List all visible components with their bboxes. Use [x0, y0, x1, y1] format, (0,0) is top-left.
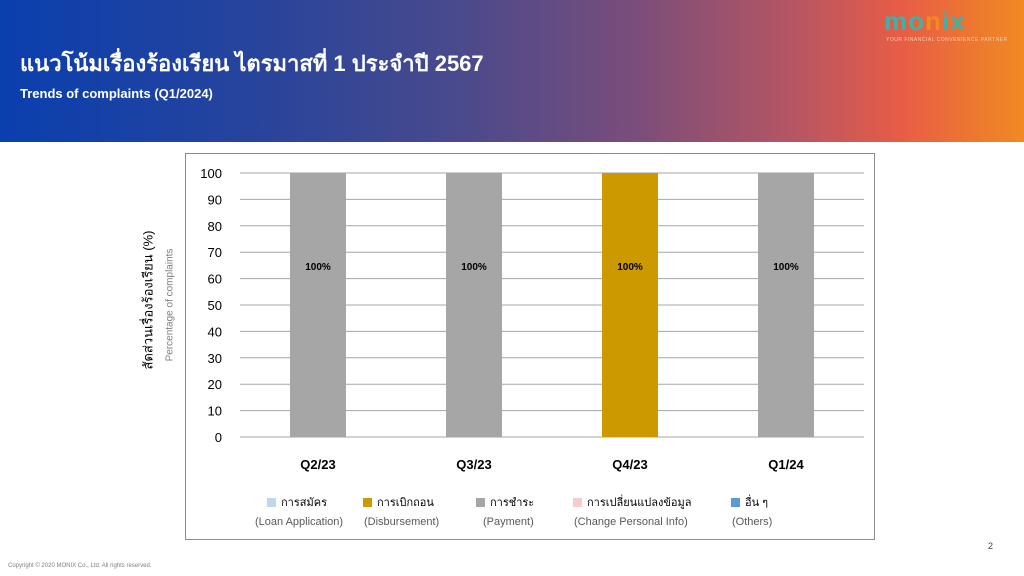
chart-frame: 0 10 20 30 40 50 60 70 80 90 100 100% Q2/23 100% Q3/23… — [185, 153, 875, 540]
legend-label: การสมัคร — [281, 497, 327, 509]
legend-label: อื่น ๆ — [745, 497, 769, 509]
y-tick-label: 60 — [208, 272, 222, 287]
page-subtitle: Trends of complaints (Q1/2024) — [20, 86, 213, 101]
x-tick-label: Q2/23 — [300, 457, 335, 472]
bar-data-label: 100% — [617, 262, 643, 273]
legend-swatch — [476, 498, 485, 507]
copyright-notice: Copyright © 2020 MONIX Co., Ltd. All rig… — [8, 563, 152, 569]
page-title: แนวโน้มเรื่องร้องเรียน ไตรมาสที่ 1 ประจำ… — [20, 51, 484, 76]
y-tick-label: 100 — [200, 166, 222, 181]
y-tick-label: 80 — [208, 219, 222, 234]
bar-data-label: 100% — [773, 262, 799, 273]
y-tick-label: 30 — [208, 351, 222, 366]
legend-swatch — [267, 498, 276, 507]
y-tick-label: 70 — [208, 245, 222, 260]
bar-chart: 0 10 20 30 40 50 60 70 80 90 100 100% Q2/23 100% Q3/23… — [200, 166, 864, 472]
logo-letter: m — [884, 6, 909, 36]
bar-data-label: 100% — [461, 262, 487, 273]
bar-segment — [446, 173, 502, 437]
y-tick-label: 20 — [208, 377, 222, 392]
logo-tagline: YOUR FINANCIAL CONVENIENCE PARTNER — [886, 37, 1008, 43]
legend-label-english: (Others) — [732, 516, 773, 528]
bar-segment — [290, 173, 346, 437]
bar-segment — [602, 173, 658, 437]
y-tick-label: 40 — [208, 324, 222, 339]
y-axis-label-english: Percentage of complaints — [164, 248, 176, 362]
x-tick-label: Q4/23 — [612, 457, 647, 472]
legend-label-english: (Disbursement) — [364, 516, 440, 528]
y-tick-label: 0 — [215, 430, 222, 445]
y-axis-label: สัดส่วนเรื่องร้องเรียน (%) — [140, 230, 156, 370]
legend-item: การเปลี่ยนแปลงข้อมูล — [573, 493, 692, 511]
legend-item: การชำระ — [476, 493, 534, 511]
logo-letter: n — [925, 6, 942, 36]
x-tick-label: Q1/24 — [768, 457, 804, 472]
y-tick-label: 10 — [208, 404, 222, 419]
legend-label: การเบิกถอน — [377, 497, 434, 509]
legend-item: การสมัคร — [267, 493, 327, 511]
legend-label: การเปลี่ยนแปลงข้อมูล — [587, 497, 692, 509]
logo-wordmark: monix — [884, 6, 966, 37]
page-number: 2 — [988, 541, 994, 551]
header-banner: แนวโน้มเรื่องร้องเรียน ไตรมาสที่ 1 ประจำ… — [0, 0, 1024, 142]
legend-item: การเบิกถอน — [363, 493, 434, 511]
x-tick-label: Q3/23 — [456, 457, 491, 472]
legend-swatch — [363, 498, 372, 507]
logo-letter: o — [908, 6, 926, 36]
y-tick-label: 90 — [208, 192, 222, 207]
legend-label: การชำระ — [490, 497, 535, 509]
bar-data-label: 100% — [305, 262, 331, 273]
legend-swatch — [573, 498, 582, 507]
y-tick-label: 50 — [208, 298, 222, 313]
legend-label-english: (Payment) — [483, 516, 534, 528]
legend-swatch — [731, 498, 740, 507]
legend-label-english: (Change Personal Info) — [574, 516, 688, 528]
logo-letter: i — [941, 6, 951, 36]
legend-item: อื่น ๆ — [731, 493, 768, 511]
bar-segment — [758, 173, 814, 437]
monix-logo: monix YOUR FINANCIAL CONVENIENCE PARTNER — [884, 6, 1009, 46]
legend-label-english: (Loan Application) — [255, 516, 344, 528]
logo-letter: x — [950, 6, 966, 36]
